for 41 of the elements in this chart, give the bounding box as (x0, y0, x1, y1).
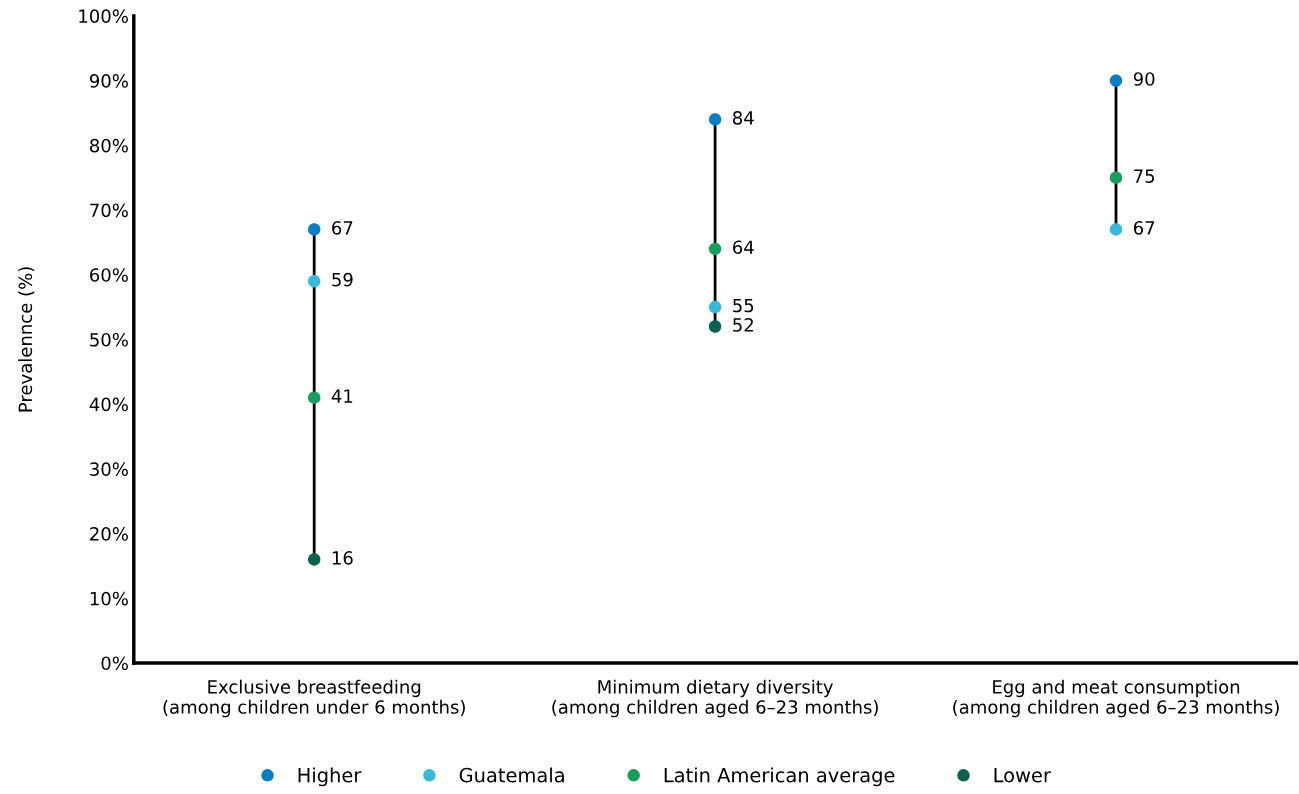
data-label: 55 (733, 298, 754, 313)
y-tick-label: 50% (90, 332, 128, 347)
y-tick-label: 60% (90, 268, 128, 282)
point (1109, 223, 1123, 236)
y-tick-label: 90% (89, 74, 128, 88)
data-label: 41 (331, 389, 353, 403)
point (708, 113, 722, 126)
data-label: 75 (1134, 169, 1155, 183)
y-tick-label: 30% (90, 462, 128, 476)
legend-label: Higher (298, 767, 362, 787)
data-label: 90 (1133, 72, 1155, 86)
point (708, 242, 722, 256)
data-label: 67 (1133, 221, 1155, 235)
point (708, 300, 722, 314)
point (1109, 74, 1123, 87)
y-axis-title: Prevalennce (%) (18, 267, 35, 412)
legend-label: Lower (994, 768, 1051, 783)
y-tick-label: 0% (101, 656, 128, 671)
y-tick-label: 80% (90, 138, 128, 153)
point (1109, 171, 1123, 184)
data-label: 84 (732, 111, 754, 125)
point (307, 391, 321, 404)
y-tick-label: 100% (79, 9, 128, 23)
point (307, 274, 321, 288)
legend-label: Latin American average (664, 767, 895, 787)
x-tick-label: Minimum dietary diversity (among children aged 6–23 months) (552, 679, 878, 718)
y-tick-label: 70% (90, 203, 128, 218)
y-tick-label: 20% (90, 527, 128, 541)
x-tick-label: Exclusive breastfeeding (among children under 6 months) (163, 679, 465, 718)
y-tick-label: 40% (89, 397, 128, 412)
data-label: 16 (332, 551, 353, 565)
data-label: 52 (733, 318, 753, 332)
data-label: 64 (733, 240, 754, 255)
y-tick-label: 10% (90, 591, 128, 606)
data-label: 67 (332, 221, 353, 235)
x-tick-label: Egg and meat consumption (among children aged 6–23 months) (953, 679, 1279, 718)
point (307, 223, 321, 236)
point (307, 553, 321, 566)
legend-label: Guatemala (459, 767, 564, 783)
data-label: 59 (332, 272, 353, 287)
point (708, 320, 722, 333)
